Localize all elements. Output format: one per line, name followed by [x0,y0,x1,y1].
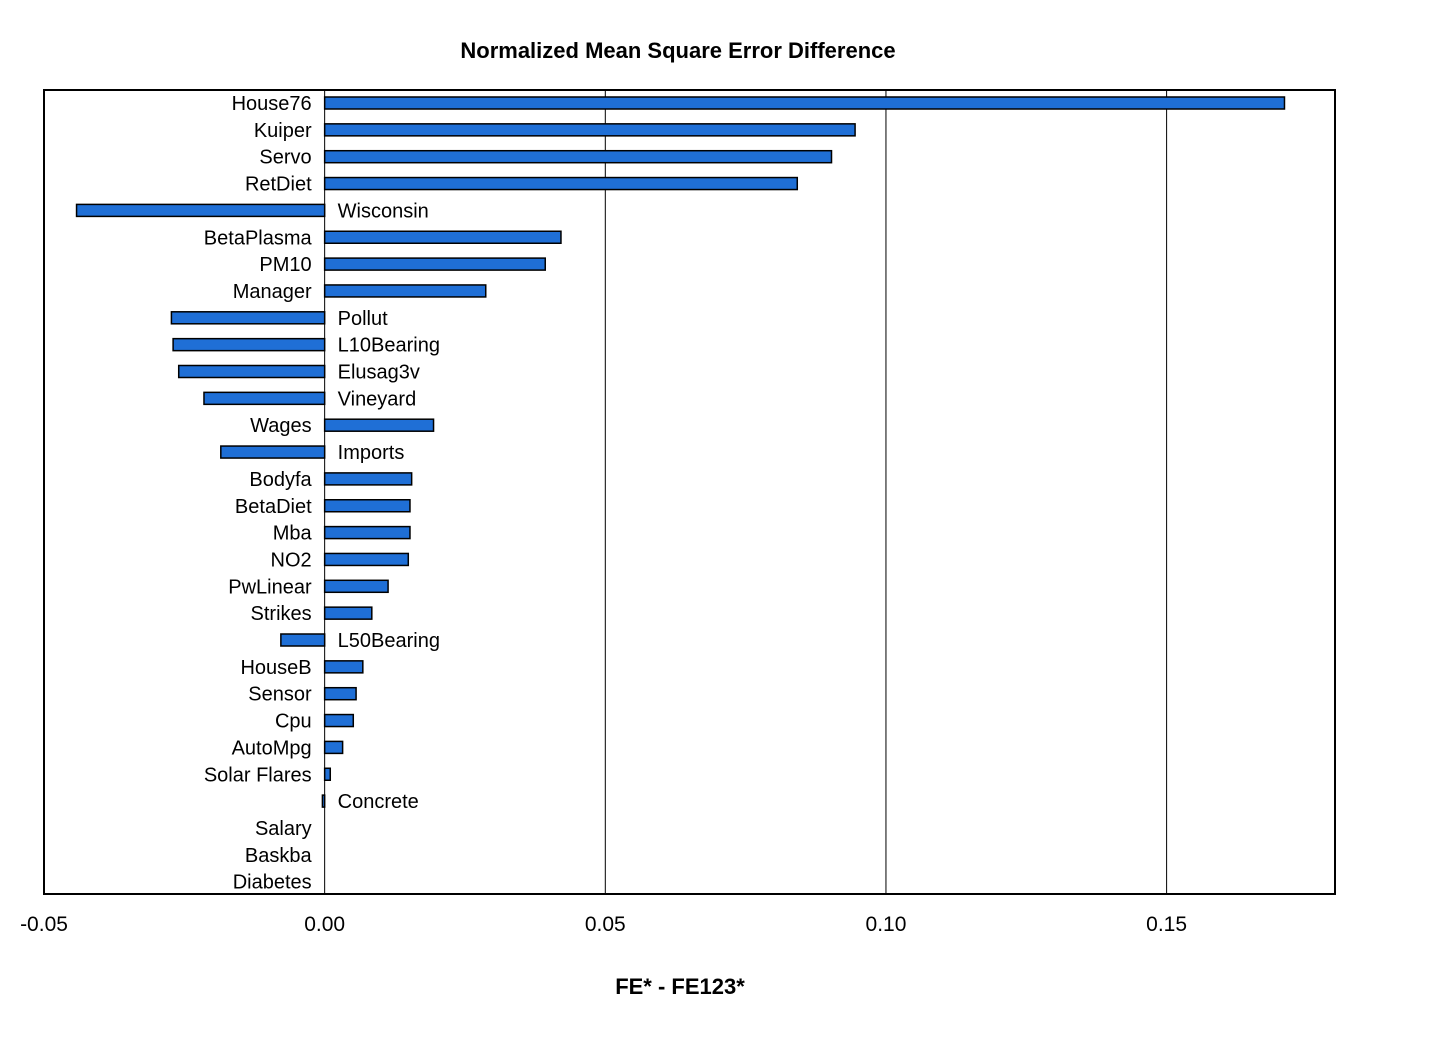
x-axis-label: FE* - FE123* [615,974,745,999]
category-labels: House76 Kuiper Servo RetDiet Wisconsin BetaPl… [204,93,440,894]
bar [323,686,357,701]
category-label: Vineyard [338,388,417,410]
category-label: Strikes [251,603,312,625]
category-label: Salary [255,818,312,840]
category-label: Elusag3v [338,362,420,384]
bar [321,794,326,808]
bar [323,660,364,674]
category-label: Servo [259,147,311,169]
category-label: Wages [250,415,312,437]
category-label: Wisconsin [338,200,429,222]
bar [323,472,413,486]
category-label: Mba [273,523,313,545]
bar [323,767,332,781]
bar [323,123,856,137]
bar [323,176,799,191]
category-label: Kuiper [254,120,312,142]
category-label: RetDiet [245,174,312,196]
category-label: BetaDiet [235,496,312,518]
gridlines [324,90,1168,894]
bar [323,284,487,298]
category-label: PwLinear [228,576,312,598]
x-tick-label: 0.10 [866,913,907,936]
bar [323,740,344,755]
category-label: Solar Flares [204,764,312,786]
bar [323,230,562,244]
bar [323,606,373,620]
x-tick-label: 0.00 [304,913,345,936]
x-tick-label: 0.05 [585,913,626,936]
bar [323,579,389,594]
category-label: Sensor [248,684,312,706]
plot-area-frame [43,89,1336,895]
x-tick-label: 0.15 [1146,913,1187,936]
category-label: Bodyfa [249,469,312,491]
category-label: PM10 [259,254,311,276]
category-label: L10Bearing [338,335,440,357]
bar [172,337,326,352]
category-label: House76 [232,93,312,115]
bar [323,525,411,540]
bar [323,552,410,567]
category-label: Imports [338,442,405,464]
bar [323,149,833,164]
x-tick-label: -0.05 [20,913,68,936]
bars [75,96,1286,808]
category-label: HouseB [240,657,311,679]
bar [323,257,546,271]
category-label: BetaPlasma [204,227,313,249]
category-label: Manager [233,281,312,303]
bar [280,633,326,647]
x-axis-tick-labels: -0.05 0.00 0.05 0.10 0.15 [20,913,1187,936]
category-label: Cpu [275,711,312,733]
bar [323,499,411,513]
bar [177,364,326,379]
bar [323,96,1286,110]
category-label: Concrete [338,791,419,813]
category-label: NO2 [271,549,312,571]
bar [170,311,326,325]
bar [323,418,435,432]
category-label: Baskba [245,845,313,867]
bar [323,713,355,728]
chart-title: Normalized Mean Square Error Difference [460,38,895,63]
bar [75,203,326,218]
category-label: L50Bearing [338,630,440,652]
category-label: Diabetes [233,872,312,894]
bar [220,445,326,459]
bar [203,391,326,406]
category-label: AutoMpg [232,737,312,759]
category-label: Pollut [338,308,388,330]
